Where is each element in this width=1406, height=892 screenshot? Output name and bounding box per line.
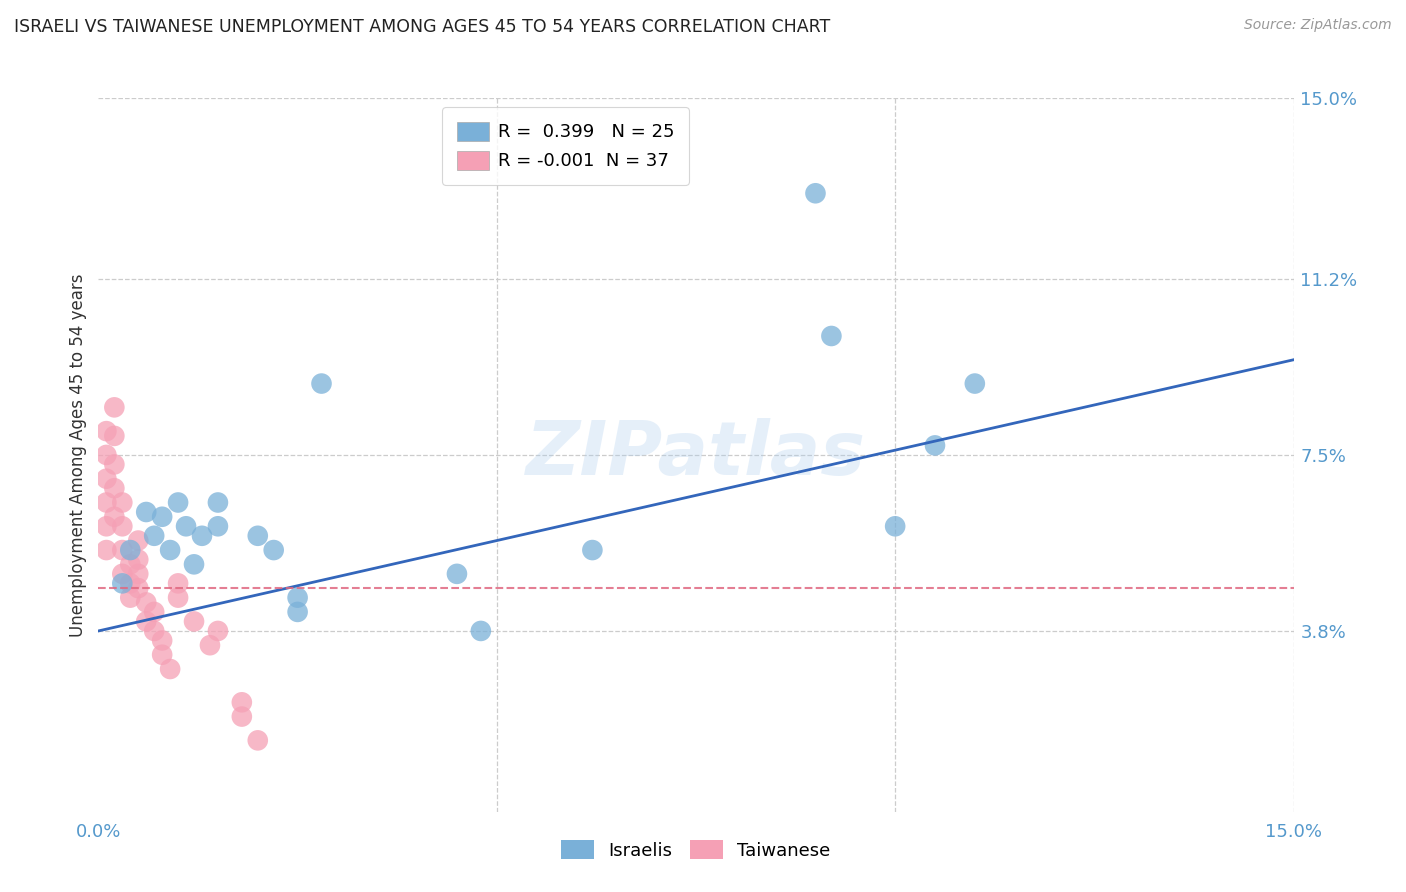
Point — [143, 605, 166, 619]
Text: ZIPatlas: ZIPatlas — [526, 418, 866, 491]
Point — [111, 543, 134, 558]
Point — [143, 529, 166, 543]
Point — [150, 509, 173, 524]
Point — [159, 662, 181, 676]
Point — [191, 529, 214, 543]
Point — [207, 519, 229, 533]
Y-axis label: Unemployment Among Ages 45 to 54 years: Unemployment Among Ages 45 to 54 years — [69, 273, 87, 637]
Point — [231, 695, 253, 709]
Point — [96, 495, 118, 509]
Point — [96, 543, 118, 558]
Point — [183, 615, 205, 629]
Point — [287, 591, 309, 605]
Point — [143, 624, 166, 638]
Point — [207, 624, 229, 638]
Point — [167, 495, 190, 509]
Point — [103, 429, 125, 443]
Point — [111, 519, 134, 533]
Point — [103, 509, 125, 524]
Point — [127, 552, 149, 566]
Point — [198, 638, 221, 652]
Point — [183, 558, 205, 572]
Point — [820, 329, 842, 343]
Point — [103, 401, 125, 415]
Point — [150, 648, 173, 662]
Point — [96, 472, 118, 486]
Point — [167, 591, 190, 605]
Point — [120, 576, 142, 591]
Point — [804, 186, 827, 201]
Point — [111, 495, 134, 509]
Point — [167, 576, 190, 591]
Point — [246, 529, 269, 543]
Point — [120, 591, 142, 605]
Text: Source: ZipAtlas.com: Source: ZipAtlas.com — [1244, 18, 1392, 32]
Point — [581, 543, 603, 558]
Point — [111, 566, 134, 581]
Point — [96, 519, 118, 533]
Point — [135, 615, 157, 629]
Point — [96, 424, 118, 438]
Point — [127, 566, 149, 581]
Point — [103, 458, 125, 472]
Legend: Israelis, Taiwanese: Israelis, Taiwanese — [554, 832, 838, 867]
Point — [135, 505, 157, 519]
Point — [446, 566, 468, 581]
Point — [231, 709, 253, 723]
Point — [159, 543, 181, 558]
Point — [127, 581, 149, 595]
Point — [150, 633, 173, 648]
Point — [263, 543, 285, 558]
Point — [120, 558, 142, 572]
Point — [120, 543, 142, 558]
Point — [103, 481, 125, 495]
Point — [127, 533, 149, 548]
Point — [287, 605, 309, 619]
Point — [174, 519, 197, 533]
Point — [470, 624, 492, 638]
Point — [96, 448, 118, 462]
Point — [135, 595, 157, 609]
Point — [311, 376, 333, 391]
Point — [884, 519, 907, 533]
Text: ISRAELI VS TAIWANESE UNEMPLOYMENT AMONG AGES 45 TO 54 YEARS CORRELATION CHART: ISRAELI VS TAIWANESE UNEMPLOYMENT AMONG … — [14, 18, 831, 36]
Point — [246, 733, 269, 747]
Point — [207, 495, 229, 509]
Point — [963, 376, 986, 391]
Point — [111, 576, 134, 591]
Point — [924, 438, 946, 452]
